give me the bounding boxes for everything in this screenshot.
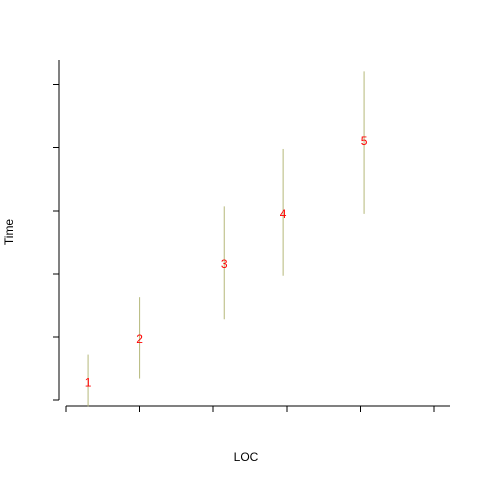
- plot-marks: 1 2 3 4 5: [85, 71, 368, 407]
- x-axis-title: LOC: [234, 450, 259, 464]
- y-axis-ticks: [53, 84, 59, 401]
- point-label-4: 4: [280, 207, 287, 221]
- point-label-1: 1: [85, 375, 92, 389]
- point-label-2: 2: [136, 332, 143, 346]
- y-axis-title: Time: [2, 219, 16, 246]
- axes: [53, 60, 450, 412]
- point-label-3: 3: [221, 257, 228, 271]
- x-axis-ticks: [65, 406, 435, 412]
- point-label-5: 5: [361, 134, 368, 148]
